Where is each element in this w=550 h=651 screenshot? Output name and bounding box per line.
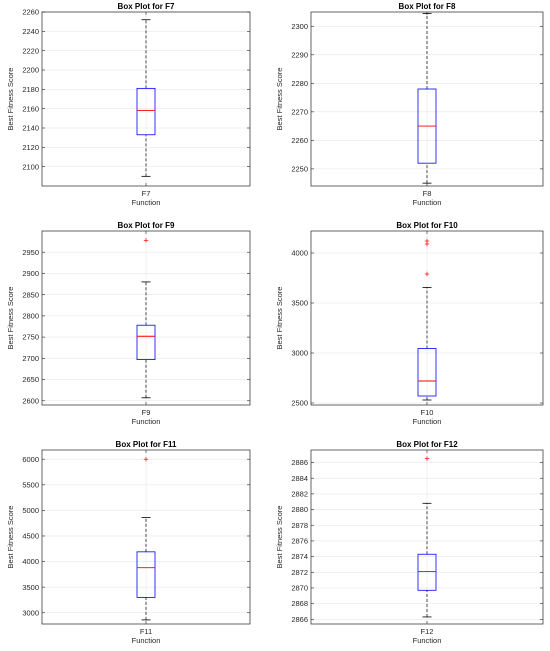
chart-title: Box Plot for F7 [118,2,175,11]
y-tick-label: 5000 [22,506,39,515]
y-axis-label: Best Fitness Score [275,287,284,350]
y-tick-label: 2950 [22,248,39,257]
y-tick-label: 2882 [291,489,308,498]
y-tick-label: 5500 [22,480,39,489]
y-tick-label: 2750 [22,333,39,342]
y-tick-label: 2200 [22,66,39,75]
y-tick-label: 2260 [22,8,39,17]
y-axis-label: Best Fitness Score [6,287,15,350]
y-tick-label: 4500 [22,532,39,541]
y-tick-label: 2140 [22,124,39,133]
y-tick-label: 2300 [291,22,308,31]
x-tick-label: F8 [423,189,432,198]
box-iqr [136,324,156,360]
chart-title: Box Plot for F10 [396,221,458,230]
y-tick-label: 2866 [291,615,308,624]
box-iqr [136,551,156,598]
chart-title: Box Plot for F8 [399,2,456,11]
y-tick-label: 2600 [22,396,39,405]
y-tick-label: 2250 [291,164,308,173]
chart-title: Box Plot for F11 [116,440,177,449]
y-tick-label: 2100 [22,162,39,171]
y-tick-label: 2900 [22,269,39,278]
outlier-marker [424,456,430,461]
y-tick-label: 2800 [22,311,39,320]
y-tick-label: 2886 [291,458,308,467]
x-tick-label: F10 [421,408,434,417]
y-tick-label: 3000 [291,349,308,358]
x-tick-label: F11 [140,627,152,636]
chart-panel-6: 2866 2868 2870 2872 2874 2876 2878 2880 2882 2884… [275,440,544,645]
x-axis-label: Function [413,636,442,645]
x-tick-label: F9 [142,408,151,417]
y-tick-label: 2290 [291,50,308,59]
x-axis-label: Function [413,417,442,426]
y-tick-label: 2650 [22,375,39,384]
y-tick-label: 2884 [291,474,308,483]
y-axis-label: Best Fitness Score [275,506,284,569]
y-tick-label: 2872 [291,568,308,577]
x-tick-label: F12 [421,627,434,636]
y-tick-label: 2850 [22,290,39,299]
outlier-marker [424,271,430,277]
y-tick-label: 2880 [291,505,308,514]
y-axis-label: Best Fitness Score [6,506,15,569]
y-tick-label: 2868 [291,599,308,608]
x-axis-label: Function [132,636,161,645]
y-axis-label: Best Fitness Score [275,68,284,131]
y-tick-label: 2500 [291,399,308,408]
y-tick-label: 2876 [291,537,308,546]
y-tick-label: 2270 [291,107,308,116]
y-tick-label: 2240 [22,27,39,36]
chart-title: Box Plot for F9 [118,221,175,230]
y-tick-label: 2878 [291,521,308,530]
outlier-marker [143,238,149,243]
y-tick-label: 6000 [22,455,39,464]
y-tick-label: 2874 [291,552,308,561]
box-iqr [417,348,437,397]
chart-panel-3: 2600 2650 2700 2750 2800 2850 2900 2950 F9Functi… [6,221,251,426]
y-tick-label: 2280 [291,79,308,88]
y-axis-label: Best Fitness Score [6,68,15,131]
y-tick-label: 2120 [22,143,39,152]
x-tick-label: F7 [142,189,151,198]
chart-title: Box Plot for F12 [396,440,458,449]
y-tick-label: 2220 [22,46,39,55]
y-tick-label: 3500 [291,299,308,308]
y-tick-label: 2700 [22,354,39,363]
y-tick-label: 2160 [22,104,39,113]
box-iqr [136,87,156,136]
outlier-marker [424,238,430,244]
x-axis-label: Function [413,198,442,207]
box-iqr [417,553,437,591]
outlier-marker [143,457,149,462]
y-tick-label: 2870 [291,584,308,593]
y-tick-label: 3000 [22,608,39,617]
chart-panel-1: 2100 2120 2140 2160 2180 2200 2220 2240 2260 F7Fu… [6,2,251,207]
y-tick-label: 2260 [291,136,308,145]
x-axis-label: Function [132,198,161,207]
y-tick-label: 4000 [291,249,308,258]
y-tick-label: 2180 [22,85,39,94]
x-axis-label: Function [132,417,161,426]
y-tick-label: 4000 [22,557,39,566]
y-tick-label: 3500 [22,583,39,592]
